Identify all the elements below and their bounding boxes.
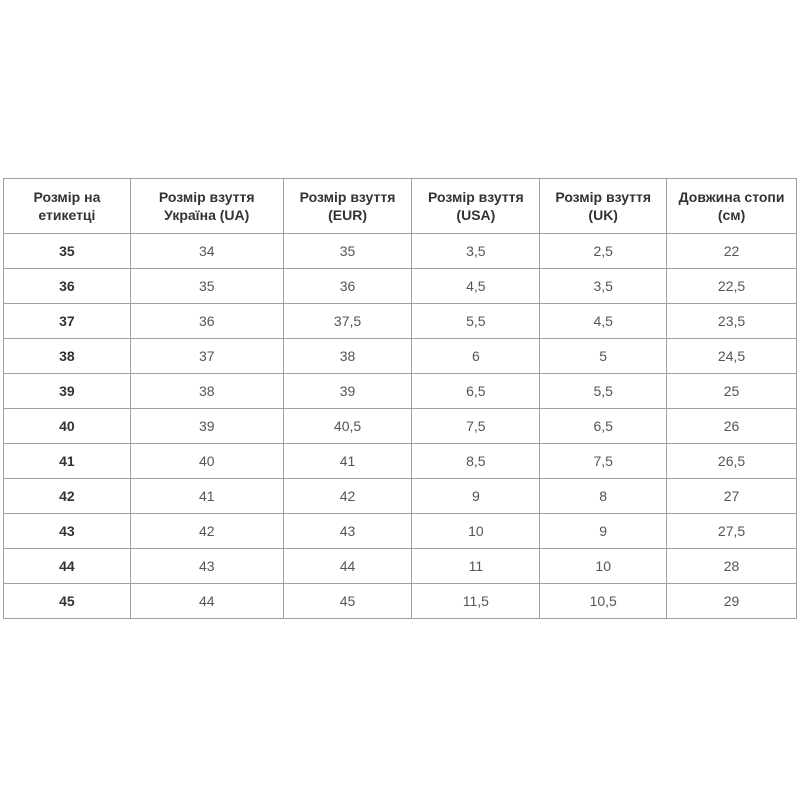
table-cell: 4,5 bbox=[539, 303, 668, 339]
table-row: 45 44 45 11,5 10,5 29 bbox=[3, 583, 797, 619]
table-cell: 37 bbox=[3, 303, 131, 339]
table-cell: 39 bbox=[129, 408, 284, 444]
table-cell: 35 bbox=[3, 233, 131, 269]
table-cell: 36 bbox=[3, 268, 131, 304]
table-cell: 41 bbox=[282, 443, 413, 479]
table-cell: 6 bbox=[411, 338, 541, 374]
table-cell: 42 bbox=[129, 513, 284, 549]
table-cell: 9 bbox=[411, 478, 541, 514]
table-cell: 36 bbox=[129, 303, 284, 339]
table-cell: 26,5 bbox=[666, 443, 797, 479]
table-cell: 37 bbox=[129, 338, 284, 374]
table-cell: 44 bbox=[282, 548, 413, 584]
table-cell: 10,5 bbox=[539, 583, 668, 619]
table-cell: 22 bbox=[666, 233, 797, 269]
table-cell: 40 bbox=[129, 443, 284, 479]
table-cell: 36 bbox=[282, 268, 413, 304]
table-cell: 6,5 bbox=[411, 373, 541, 409]
table-cell: 45 bbox=[282, 583, 413, 619]
table-cell: 24,5 bbox=[666, 338, 797, 374]
table-cell: 38 bbox=[129, 373, 284, 409]
table-cell: 29 bbox=[666, 583, 797, 619]
column-header: Розмір взуття Україна (UA) bbox=[129, 178, 284, 234]
table-cell: 40 bbox=[3, 408, 131, 444]
table-cell: 34 bbox=[129, 233, 284, 269]
table-row: 38 37 38 6 5 24,5 bbox=[3, 338, 797, 374]
table-cell: 3,5 bbox=[539, 268, 668, 304]
table-cell: 8 bbox=[539, 478, 668, 514]
column-header: Розмір взуття (USA) bbox=[411, 178, 541, 234]
table-cell: 11 bbox=[411, 548, 541, 584]
size-chart-table: Розмір на етикетці Розмір взуття Україна … bbox=[3, 178, 797, 619]
table-cell: 43 bbox=[129, 548, 284, 584]
table-cell: 35 bbox=[129, 268, 284, 304]
table-cell: 5 bbox=[539, 338, 668, 374]
table-cell: 27 bbox=[666, 478, 797, 514]
table-row: 35 34 35 3,5 2,5 22 bbox=[3, 233, 797, 269]
table-cell: 40,5 bbox=[282, 408, 413, 444]
table-cell: 44 bbox=[3, 548, 131, 584]
table-row: 42 41 42 9 8 27 bbox=[3, 478, 797, 514]
table-cell: 3,5 bbox=[411, 233, 541, 269]
table-cell: 38 bbox=[3, 338, 131, 374]
table-cell: 38 bbox=[282, 338, 413, 374]
table-cell: 37,5 bbox=[282, 303, 413, 339]
table-cell: 41 bbox=[129, 478, 284, 514]
column-header: Розмір взуття (EUR) bbox=[282, 178, 413, 234]
table-cell: 45 bbox=[3, 583, 131, 619]
table-cell: 5,5 bbox=[539, 373, 668, 409]
table-cell: 28 bbox=[666, 548, 797, 584]
column-header: Розмір взуття (UK) bbox=[539, 178, 668, 234]
table-cell: 4,5 bbox=[411, 268, 541, 304]
table-cell: 43 bbox=[282, 513, 413, 549]
table-cell: 42 bbox=[3, 478, 131, 514]
table-row: 36 35 36 4,5 3,5 22,5 bbox=[3, 268, 797, 304]
table-cell: 5,5 bbox=[411, 303, 541, 339]
table-row: 44 43 44 11 10 28 bbox=[3, 548, 797, 584]
table-cell: 44 bbox=[129, 583, 284, 619]
table-row: 41 40 41 8,5 7,5 26,5 bbox=[3, 443, 797, 479]
table-cell: 39 bbox=[3, 373, 131, 409]
table-cell: 35 bbox=[282, 233, 413, 269]
table-cell: 22,5 bbox=[666, 268, 797, 304]
table-cell: 8,5 bbox=[411, 443, 541, 479]
table-cell: 42 bbox=[282, 478, 413, 514]
table-cell: 7,5 bbox=[539, 443, 668, 479]
table-cell: 11,5 bbox=[411, 583, 541, 619]
table-row: 39 38 39 6,5 5,5 25 bbox=[3, 373, 797, 409]
table-cell: 7,5 bbox=[411, 408, 541, 444]
table-cell: 10 bbox=[411, 513, 541, 549]
table-cell: 41 bbox=[3, 443, 131, 479]
table-cell: 2,5 bbox=[539, 233, 668, 269]
table-row: 40 39 40,5 7,5 6,5 26 bbox=[3, 408, 797, 444]
table-cell: 27,5 bbox=[666, 513, 797, 549]
table-row: 37 36 37,5 5,5 4,5 23,5 bbox=[3, 303, 797, 339]
table-cell: 43 bbox=[3, 513, 131, 549]
table-cell: 6,5 bbox=[539, 408, 668, 444]
column-header: Довжина стопи (см) bbox=[666, 178, 797, 234]
table-cell: 23,5 bbox=[666, 303, 797, 339]
table-cell: 26 bbox=[666, 408, 797, 444]
table-cell: 25 bbox=[666, 373, 797, 409]
column-header: Розмір на етикетці bbox=[3, 178, 131, 234]
table-cell: 10 bbox=[539, 548, 668, 584]
table-row: 43 42 43 10 9 27,5 bbox=[3, 513, 797, 549]
table-cell: 39 bbox=[282, 373, 413, 409]
table-cell: 9 bbox=[539, 513, 668, 549]
header-row: Розмір на етикетці Розмір взуття Україна … bbox=[3, 178, 797, 234]
